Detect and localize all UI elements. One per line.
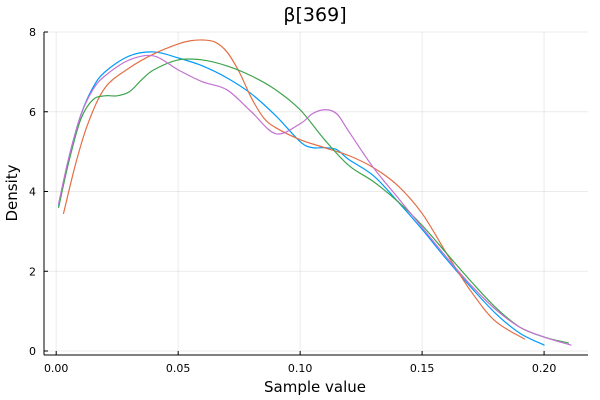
plot-frame xyxy=(43,31,588,356)
x-tick-label: 0.20 xyxy=(532,362,557,375)
x-tick-label: 0.05 xyxy=(166,362,191,375)
density-series-line-1 xyxy=(58,51,545,346)
y-tick-label: 4 xyxy=(29,186,36,199)
grid xyxy=(44,31,588,355)
y-tick-label: 6 xyxy=(29,106,36,119)
y-axis-title: Density xyxy=(3,164,21,221)
y-tick-label: 0 xyxy=(29,345,36,358)
x-axis-title: Sample value xyxy=(264,378,366,396)
x-tick-label: 0.00 xyxy=(44,362,69,375)
x-tick-label: 0.15 xyxy=(410,362,435,375)
density-series-line-4 xyxy=(58,54,572,346)
chart-title: β[369] xyxy=(283,4,346,26)
y-tick-labels: 0 2 4 6 8 xyxy=(29,26,36,358)
density-series-line-2 xyxy=(62,39,526,340)
x-tick-labels: 0.00 0.05 0.10 0.15 0.20 xyxy=(44,362,556,375)
y-tick-label: 8 xyxy=(29,26,36,39)
density-series-line-3 xyxy=(58,58,570,344)
y-tick-label: 2 xyxy=(29,265,36,278)
x-tick-label: 0.10 xyxy=(288,362,313,375)
series-group xyxy=(58,39,572,346)
